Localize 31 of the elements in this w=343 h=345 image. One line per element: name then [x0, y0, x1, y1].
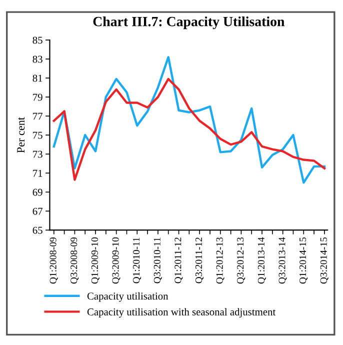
legend-label: Capacity utilisation with seasonal adjustment	[87, 308, 276, 318]
y-tick-label: 77	[33, 112, 42, 120]
x-tick-label: Q1:2014-15	[300, 237, 308, 284]
chart-title: Chart III.7: Capacity Utilisation	[93, 16, 285, 30]
y-tick-label: 67	[32, 208, 42, 215]
y-tick-label: 73	[33, 150, 42, 158]
legend-label: Capacity utilisation	[87, 292, 168, 302]
x-tick-label: Q3:2010-11	[154, 238, 162, 284]
x-tick-label: Q1:2011-12	[174, 238, 183, 284]
line-series	[52, 56, 326, 184]
y-tick-label: 65	[32, 226, 42, 234]
x-tick-label: Q3:2011-12	[195, 238, 204, 284]
y-tick-label: 83	[32, 56, 42, 63]
x-tick-label: Q3:2013-14	[278, 237, 287, 284]
x-tick-label: Q1:2010-11	[133, 238, 142, 284]
x-tick-label: Q3:2009-10	[112, 237, 120, 284]
x-tick-label: Q3:2014-15	[320, 237, 328, 284]
x-tick-label: Q1:2012-13	[216, 237, 224, 284]
y-tick-label: 75	[33, 132, 42, 139]
line-series	[52, 78, 326, 181]
x-tick-label: Q3:2008-09	[70, 237, 79, 284]
x-tick-label: Q1:2009-10	[91, 237, 100, 284]
y-tick-label: 69	[32, 188, 42, 196]
x-tick-label: Q3:2012-13	[237, 237, 246, 284]
y-axis-title: Per cent	[17, 117, 25, 153]
x-tick-label: Q1:2008-09	[50, 237, 58, 284]
y-tick-label: 71	[33, 170, 42, 177]
y-tick-label: 81	[32, 74, 42, 82]
y-tick-label: 79	[33, 94, 42, 101]
x-tick-label: Q1:2013-14	[258, 237, 266, 284]
y-tick-label: 85	[32, 36, 42, 44]
